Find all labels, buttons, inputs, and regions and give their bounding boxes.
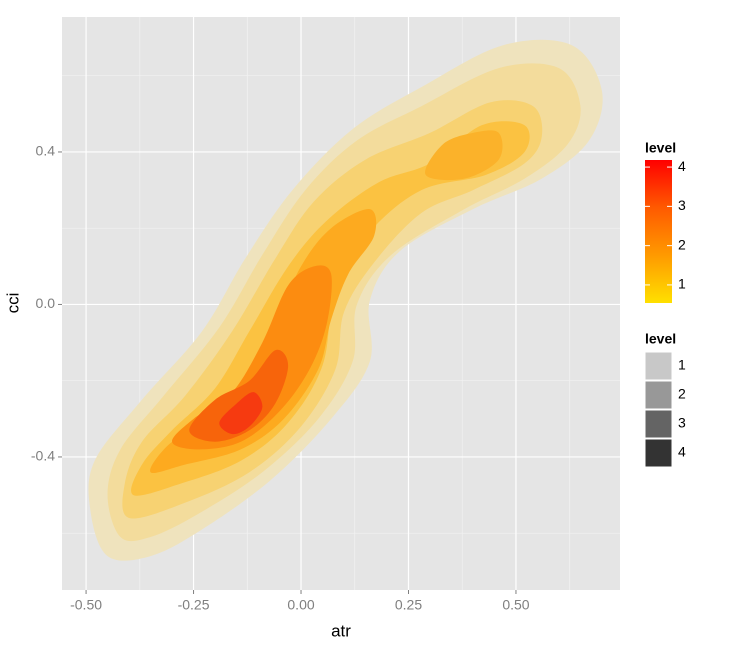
- legend-key: [644, 438, 673, 468]
- x-tick-label: 0.25: [395, 597, 422, 613]
- x-tick-label: -0.25: [178, 597, 210, 613]
- y-tick-label: -0.4: [31, 448, 55, 464]
- y-axis-title: cci: [3, 293, 22, 314]
- colorbar-label: 2: [678, 236, 686, 252]
- legend-label: 2: [678, 386, 686, 402]
- legend-label: 1: [678, 357, 686, 373]
- x-tick-label: 0.00: [287, 597, 314, 613]
- legend-title: level: [645, 140, 676, 156]
- legend-label: 4: [678, 444, 686, 460]
- density-contour: [172, 265, 332, 450]
- x-tick-label: -0.50: [70, 597, 102, 613]
- legend-key: [644, 409, 673, 439]
- legend-key: [644, 380, 673, 410]
- y-tick-label: 0.4: [36, 143, 56, 159]
- colorbar-label: 4: [678, 158, 686, 174]
- y-tick-label: 0.0: [36, 295, 56, 311]
- legend-label: 3: [678, 415, 686, 431]
- density-contour: [425, 130, 503, 181]
- density-contour: [219, 392, 263, 435]
- colorbar-label: 1: [678, 276, 686, 292]
- x-axis-title: atr: [331, 621, 351, 640]
- colorbar: [645, 160, 672, 303]
- legend-title: level: [645, 331, 676, 347]
- colorbar-label: 3: [678, 197, 686, 213]
- density-contour: [189, 349, 289, 442]
- x-tick-label: 0.50: [502, 597, 529, 613]
- legend-key: [644, 351, 673, 381]
